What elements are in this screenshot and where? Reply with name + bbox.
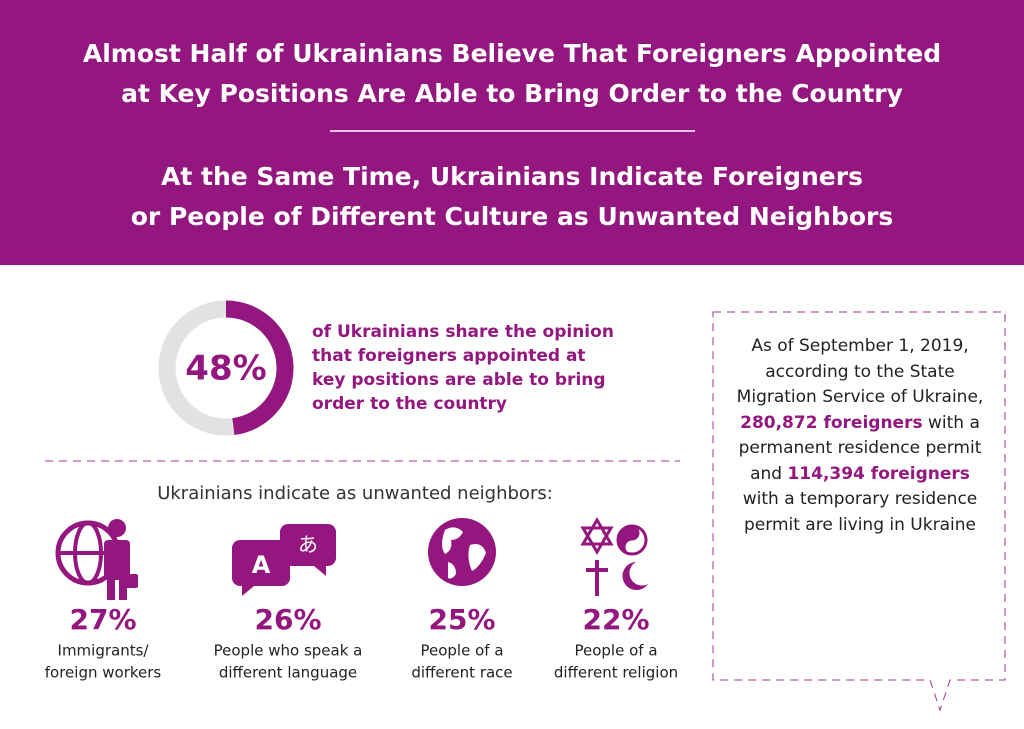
- item-label: Immigrants/: [58, 642, 150, 660]
- item-label: People of a: [574, 642, 657, 660]
- donut-label: 48%: [185, 349, 266, 389]
- item-percent: 26%: [254, 603, 321, 636]
- donut: [158, 300, 294, 436]
- svg-text:あ: あ: [298, 533, 318, 557]
- donut-text: of Ukrainians share the opinion that for…: [312, 322, 614, 414]
- icon-workers: [55, 519, 138, 600]
- item-label: foreign workers: [45, 664, 162, 682]
- icon-religion: [580, 517, 648, 596]
- note: As of September 1, 2019, according to th…: [735, 334, 985, 538]
- item-percent: 25%: [428, 603, 495, 636]
- icon-race: [428, 518, 496, 586]
- item-percent: 27%: [69, 603, 136, 636]
- svg-text:A: A: [252, 551, 271, 579]
- item-label: different race: [411, 664, 512, 682]
- title: Almost Half of Ukrainians Believe That F…: [83, 39, 941, 68]
- note-highlight: 280,872 foreigners: [740, 412, 923, 433]
- donut-arc: [225, 300, 294, 435]
- item-label: different religion: [554, 664, 678, 682]
- note-text: with a temporary residence permit are li…: [742, 489, 978, 535]
- title: at Key Positions Are Able to Bring Order…: [121, 79, 903, 108]
- callout-box: [712, 311, 1006, 712]
- note-text: with a permanent residence permit and: [738, 412, 982, 484]
- item-label: People of a: [420, 642, 503, 660]
- subtitle: or People of Different Culture as Unwant…: [131, 202, 894, 231]
- note-text: As of September 1, 2019, according to th…: [736, 336, 984, 407]
- icon-language: A あ: [232, 524, 336, 596]
- neighbor-items: 27% Immigrants/ foreign workers 26% Peop…: [45, 603, 678, 682]
- item-label: People who speak a: [214, 642, 363, 660]
- item-label: different language: [219, 664, 357, 682]
- neighbors-heading: Ukrainians indicate as unwanted neighbor…: [157, 483, 553, 504]
- subtitle: At the Same Time, Ukrainians Indicate Fo…: [161, 162, 863, 191]
- header-band: [0, 0, 1024, 265]
- item-percent: 22%: [582, 603, 649, 636]
- note-highlight: 114,394 foreigners: [787, 463, 970, 484]
